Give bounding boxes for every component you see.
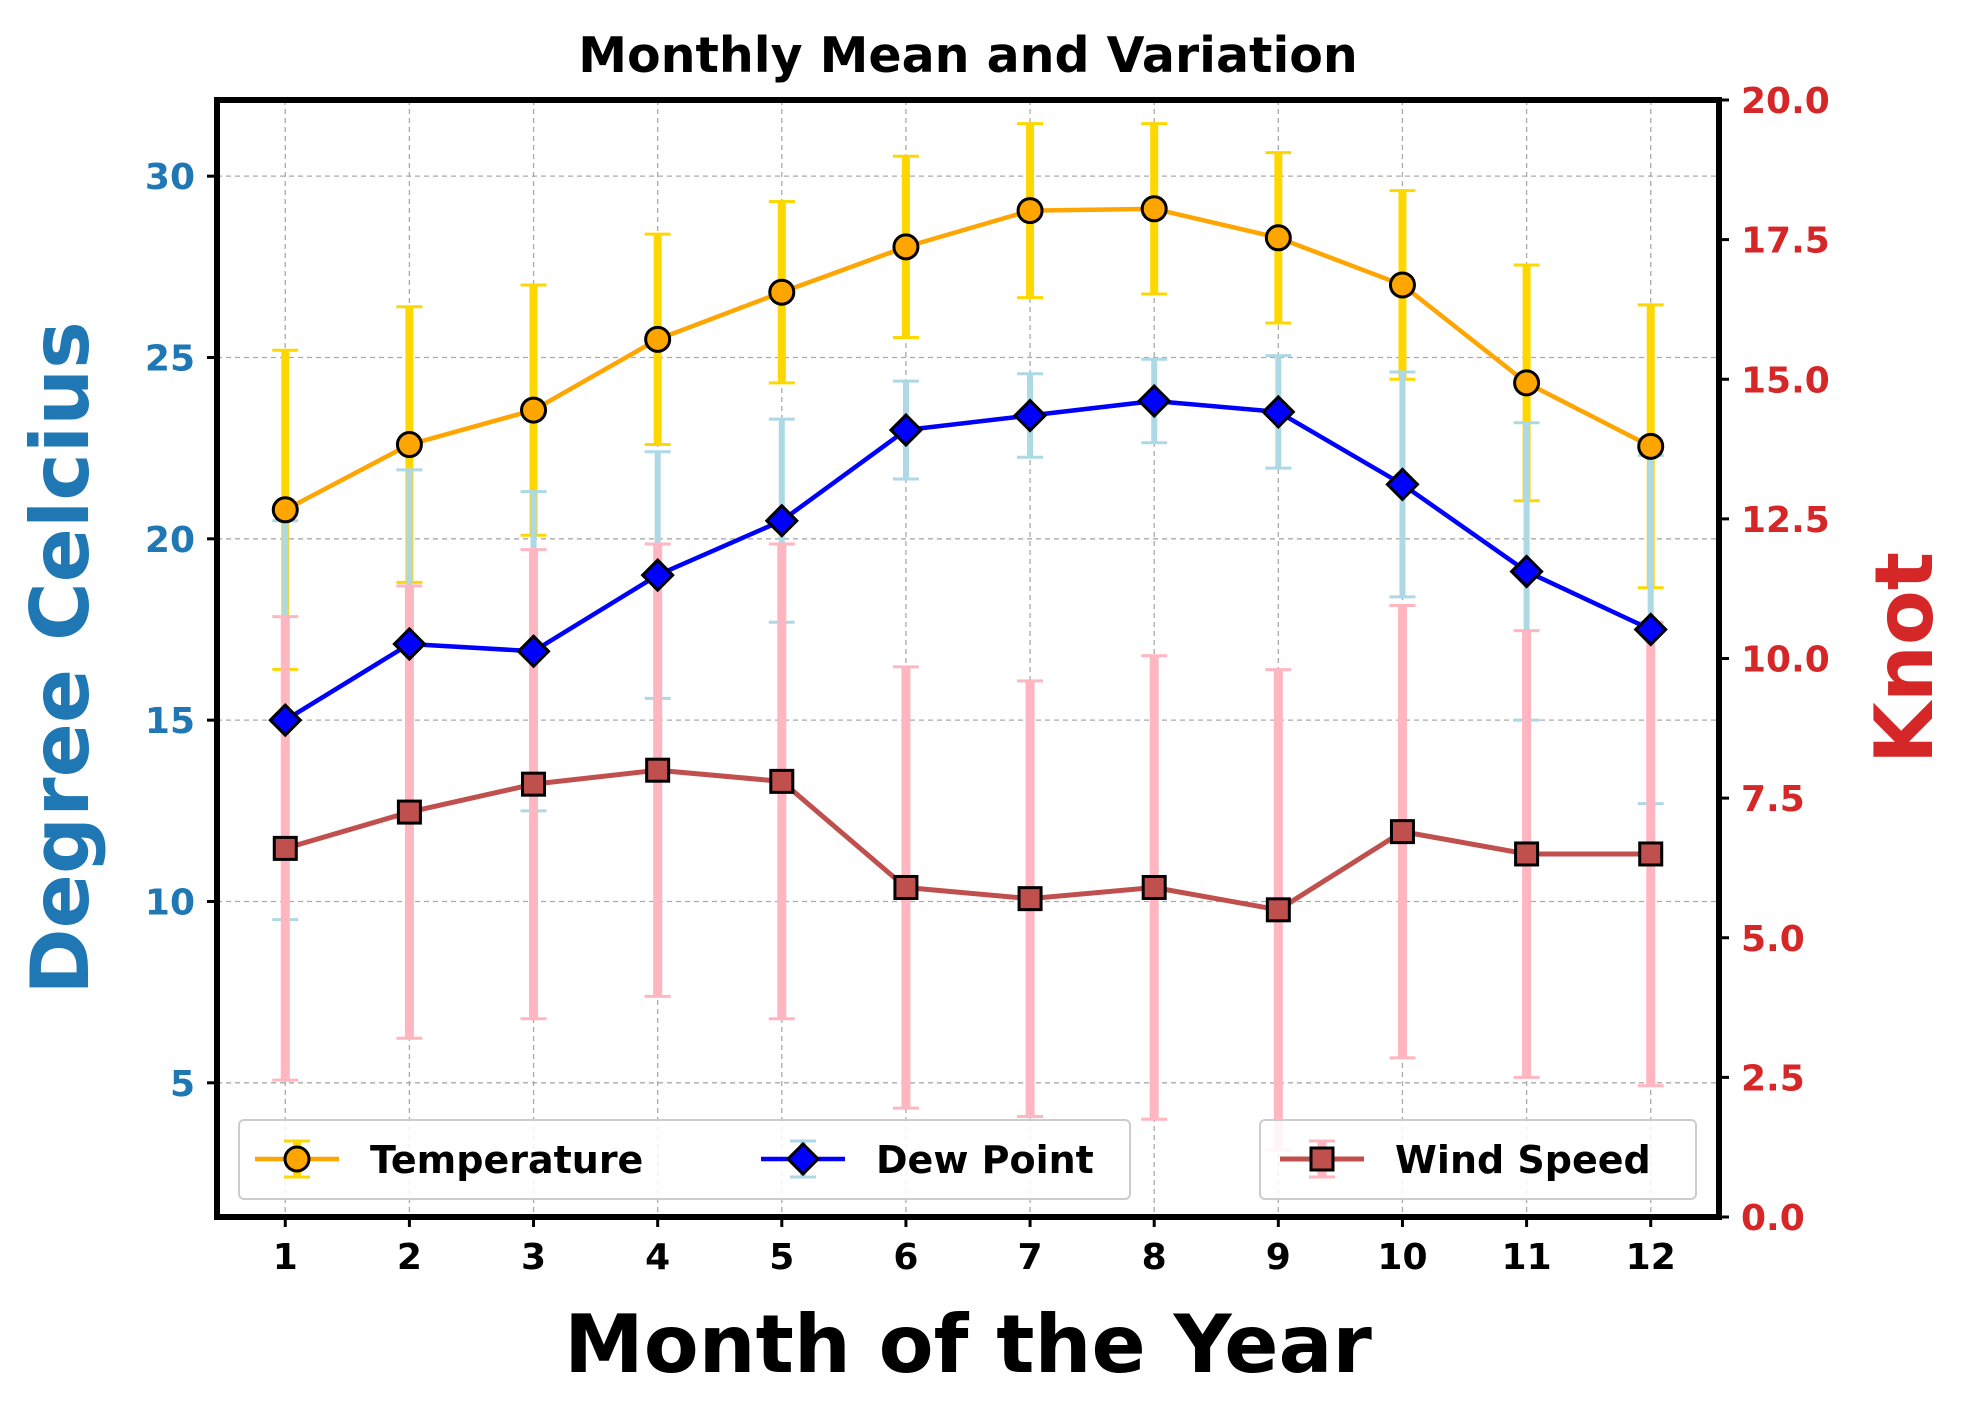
temperature-point	[1388, 271, 1416, 299]
y-left-tick-label: 10	[145, 882, 195, 923]
wind-speed-point	[1514, 841, 1540, 867]
chart-title: Monthly Mean and Variation	[578, 27, 1358, 84]
dew-point-point	[1012, 398, 1048, 433]
x-tick-label: 3	[521, 1237, 546, 1278]
temperature-point	[1016, 197, 1044, 225]
temperature-point	[1140, 195, 1168, 223]
temperature-line	[284, 206, 1652, 512]
x-axis-label: Month of the Year	[564, 1298, 1372, 1391]
temperature-point	[1264, 224, 1292, 252]
y-left-tick-label: 30	[145, 157, 195, 198]
temperature-point	[395, 431, 423, 459]
dew-point-point	[640, 557, 675, 593]
legend-label-wind-speed: Wind Speed	[1395, 1138, 1651, 1182]
wind-speed-point	[645, 757, 671, 783]
y-left-tick-label: 15	[145, 701, 195, 742]
x-tick-label: 1	[273, 1237, 298, 1278]
wind-speed-point	[1141, 874, 1167, 900]
legend-marker	[785, 1141, 821, 1177]
temperature-point	[1513, 369, 1541, 397]
x-tick-label: 2	[397, 1237, 422, 1278]
dew-point-point	[888, 412, 924, 448]
wind-speed-point	[1265, 897, 1291, 923]
dew-point-line	[284, 398, 1652, 723]
dew-point-point	[1137, 383, 1172, 419]
temperature-point	[1637, 432, 1665, 460]
temperature-point	[271, 496, 299, 524]
x-tick-label: 5	[769, 1237, 794, 1278]
x-tick-label: 11	[1502, 1237, 1552, 1278]
legend-left: Temperature Dew Point	[238, 1119, 1131, 1200]
y-right-tick-label: 5.0	[1741, 919, 1805, 960]
y-right-tick-label: 17.5	[1741, 221, 1830, 262]
wind-speed-point	[1638, 841, 1664, 867]
legend-label-dew-point: Dew Point	[876, 1138, 1094, 1182]
temperature-point	[644, 325, 672, 353]
dew-point-point	[1261, 394, 1296, 430]
y-right-tick-label: 7.5	[1741, 779, 1805, 820]
y-left-tick-label: 20	[145, 520, 195, 561]
legend-marker	[283, 1145, 311, 1173]
dew-point-point	[392, 626, 427, 662]
temperature-point	[892, 233, 920, 261]
x-tick-label: 7	[1018, 1237, 1043, 1278]
series-markers	[268, 195, 1668, 923]
legend-item-dew-point: Dew Point	[761, 1138, 1094, 1182]
x-tick-label: 9	[1266, 1237, 1291, 1278]
legend-left-box	[238, 1119, 1131, 1200]
dew-point-point	[516, 634, 551, 669]
dew-point-point	[1633, 612, 1668, 647]
x-tick-label: 12	[1626, 1237, 1676, 1278]
temperature-point	[768, 278, 796, 306]
wind-speed-point	[396, 799, 422, 825]
legend-right-box	[1259, 1119, 1697, 1200]
dew-point-point	[764, 503, 799, 538]
wind-speed-point	[1389, 819, 1415, 845]
x-tick-label: 10	[1377, 1237, 1427, 1278]
wind-speed-line	[284, 767, 1651, 913]
wind-speed-point	[521, 771, 547, 797]
x-tick-label: 4	[645, 1237, 670, 1278]
y-right-tick-label: 15.0	[1741, 360, 1830, 401]
wind-speed-point	[1017, 886, 1043, 912]
series-lines	[284, 206, 1652, 913]
wind-speed-point	[769, 768, 795, 794]
x-tick-label: 8	[1142, 1237, 1167, 1278]
legend-item-wind-speed: Wind Speed	[1280, 1138, 1651, 1182]
y-right-tick-label: 20.0	[1741, 81, 1830, 122]
axes: 1 2 3 4 5 6 7 8 9 10 11 12510152025300.02.55.07.510…	[145, 81, 1830, 1278]
y-left-tick-label: 5	[170, 1064, 195, 1105]
y-right-tick-label: 12.5	[1741, 500, 1830, 541]
y-right-tick-label: 10.0	[1741, 640, 1830, 681]
wind-speed-point	[893, 874, 919, 900]
y-left-tick-label: 25	[145, 338, 195, 379]
dew-point-point	[268, 703, 303, 738]
wind-speed-point	[272, 835, 298, 861]
legend-marker	[1309, 1146, 1335, 1172]
legend-item-temperature: Temperature	[255, 1138, 643, 1182]
y-right-tick-label: 0.0	[1741, 1198, 1805, 1239]
y-right-tick-label: 2.5	[1741, 1058, 1805, 1099]
dew-point-point	[1385, 467, 1420, 502]
y-axis-left-label: Degree Celcius	[14, 321, 107, 995]
temperature-point	[520, 396, 548, 424]
y-axis-right-label: Knot	[1858, 552, 1951, 764]
dew-point-point	[1509, 554, 1544, 589]
legend-label-temperature: Temperature	[370, 1138, 643, 1182]
x-tick-label: 6	[893, 1237, 918, 1278]
legend-right: Wind Speed	[1259, 1119, 1697, 1200]
